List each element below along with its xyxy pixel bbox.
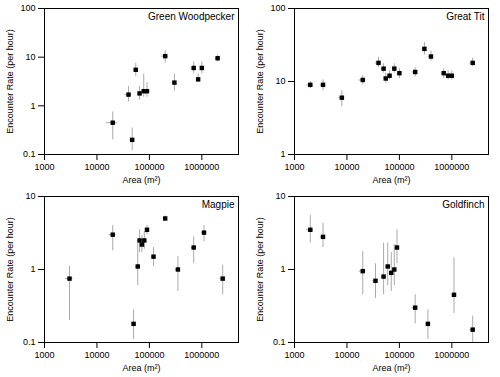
svg-text:Area (m²): Area (m²): [123, 363, 161, 373]
svg-text:1: 1: [280, 264, 285, 274]
svg-text:Great Tit: Great Tit: [446, 11, 485, 22]
svg-text:1: 1: [30, 101, 35, 111]
svg-text:0.1: 0.1: [273, 337, 286, 347]
svg-text:10: 10: [275, 191, 285, 201]
svg-text:10000: 10000: [334, 162, 359, 172]
svg-text:1000: 1000: [34, 162, 54, 172]
svg-text:1: 1: [30, 264, 35, 274]
svg-text:10: 10: [25, 52, 35, 62]
svg-text:Encounter Rate (per hour): Encounter Rate (per hour): [5, 217, 15, 322]
svg-text:1000000: 1000000: [184, 350, 219, 360]
svg-text:0.1: 0.1: [23, 149, 36, 159]
svg-text:1: 1: [280, 149, 285, 159]
svg-text:1000000: 1000000: [434, 350, 469, 360]
svg-text:100000: 100000: [134, 162, 164, 172]
svg-text:100: 100: [270, 3, 285, 13]
svg-text:1000: 1000: [284, 162, 304, 172]
svg-text:10000: 10000: [334, 350, 359, 360]
svg-text:10: 10: [25, 191, 35, 201]
svg-text:Area (m²): Area (m²): [123, 175, 161, 185]
svg-text:Area (m²): Area (m²): [373, 175, 411, 185]
svg-text:Magpie: Magpie: [202, 199, 235, 210]
svg-text:1000: 1000: [34, 350, 54, 360]
svg-text:0.1: 0.1: [23, 337, 36, 347]
svg-text:Encounter Rate (per hour): Encounter Rate (per hour): [255, 29, 265, 134]
svg-text:1000: 1000: [284, 350, 304, 360]
svg-text:Goldfinch: Goldfinch: [442, 199, 484, 210]
svg-text:10000: 10000: [84, 162, 109, 172]
svg-text:100000: 100000: [134, 350, 164, 360]
svg-text:Encounter Rate (per hour): Encounter Rate (per hour): [255, 217, 265, 322]
svg-text:Green Woodpecker: Green Woodpecker: [148, 11, 235, 22]
svg-text:Area (m²): Area (m²): [373, 363, 411, 373]
svg-text:100: 100: [20, 3, 35, 13]
svg-text:1000000: 1000000: [184, 162, 219, 172]
svg-text:100000: 100000: [384, 350, 414, 360]
svg-text:Encounter Rate (per hour): Encounter Rate (per hour): [5, 29, 15, 134]
svg-text:1000000: 1000000: [434, 162, 469, 172]
svg-text:10000: 10000: [84, 350, 109, 360]
svg-text:10: 10: [275, 76, 285, 86]
svg-text:100000: 100000: [384, 162, 414, 172]
